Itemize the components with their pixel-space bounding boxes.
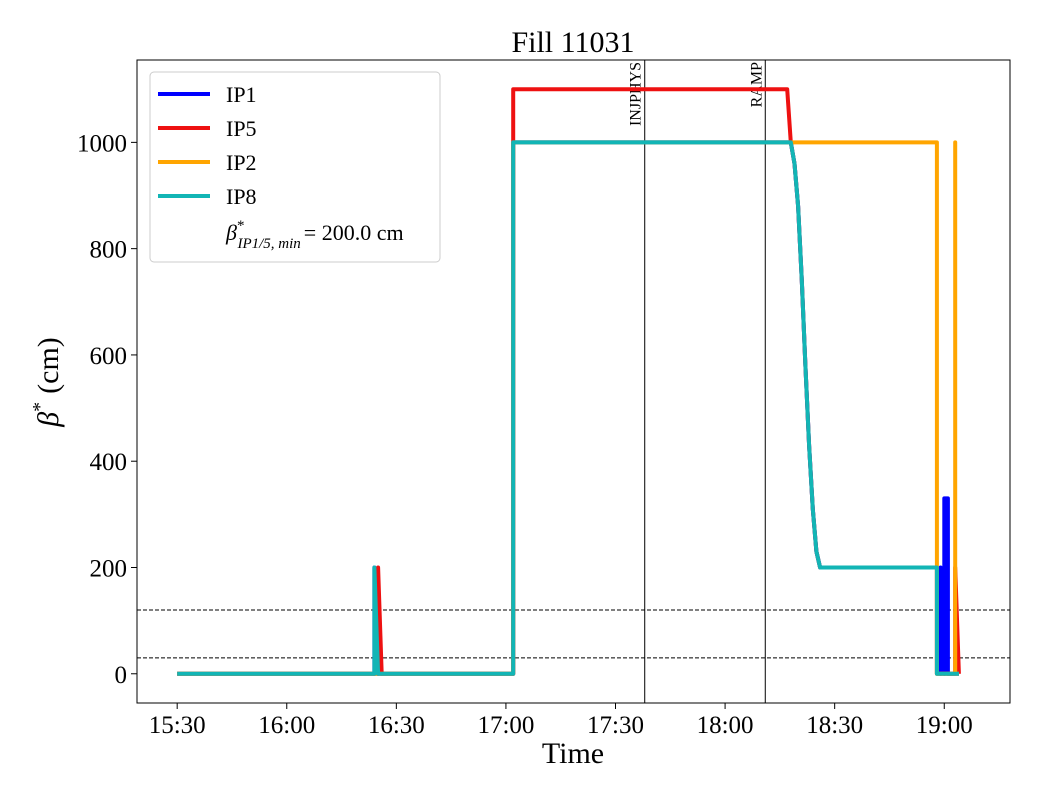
legend-note: β* IP1/5, min = 200.0 cm	[225, 218, 404, 252]
x-tick-label: 17:00	[477, 712, 534, 739]
plot-frame	[136, 59, 1011, 704]
y-tick-label: 600	[90, 343, 128, 370]
x-tick-label: 16:00	[258, 712, 315, 739]
y-tick-label: 200	[90, 555, 128, 582]
y-tick-label: 800	[90, 237, 128, 264]
legend-label: IP2	[226, 150, 257, 175]
legend-label: IP5	[226, 116, 257, 141]
legend-label: IP8	[226, 184, 257, 209]
note-sub: IP1/5, min	[236, 236, 300, 252]
y-tick-label: 400	[90, 449, 128, 476]
y-label-symbol: β	[32, 412, 65, 428]
event-label: RAMP	[748, 62, 765, 107]
x-tick-label: 17:30	[587, 712, 644, 739]
x-tick-label: 18:30	[806, 712, 863, 739]
y-tick-label: 0	[115, 662, 128, 689]
y-tick-label: 1000	[77, 130, 127, 157]
x-tick-label: 16:30	[368, 712, 425, 739]
x-tick-label: 15:30	[149, 712, 206, 739]
chart-title: Fill 11031	[511, 26, 634, 59]
note-sup: *	[237, 218, 245, 234]
event-label: INJPHYS	[628, 62, 645, 126]
note-text: = 200.0 cm	[304, 220, 404, 245]
y-label-sup: *	[29, 402, 51, 412]
y-label-text: (cm)	[32, 337, 65, 394]
legend-label: IP1	[226, 82, 257, 107]
x-tick-label: 19:00	[916, 712, 973, 739]
y-axis-label: β* (cm)	[29, 337, 65, 428]
x-tick-label: 18:00	[697, 712, 754, 739]
legend-box	[149, 71, 441, 263]
series-line	[177, 140, 959, 676]
note-symbol: β	[225, 220, 237, 245]
x-axis-label: Time	[542, 737, 604, 770]
